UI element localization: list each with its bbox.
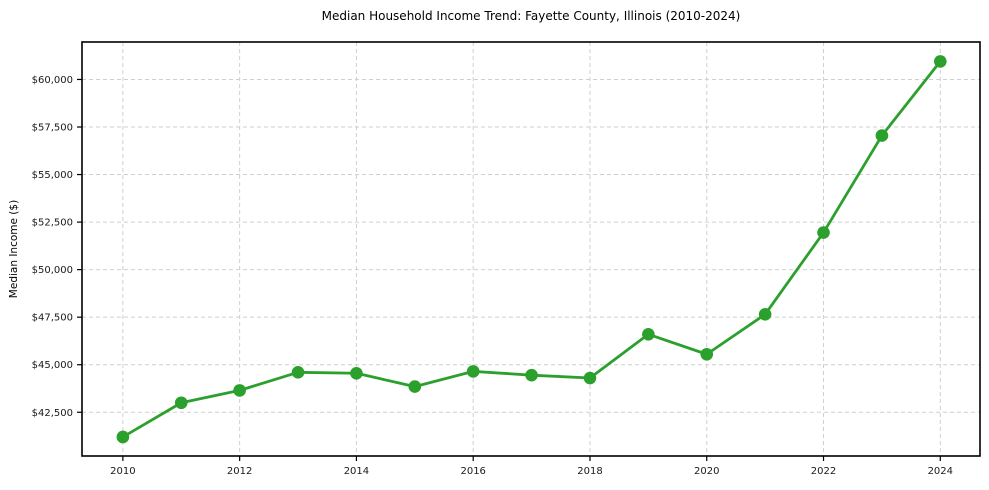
data-point xyxy=(408,380,422,393)
y-tick-label: $60,000 xyxy=(32,75,73,86)
data-point xyxy=(583,371,597,385)
x-tick-label: 2012 xyxy=(227,466,252,477)
data-point xyxy=(233,384,246,397)
x-tick-label: 2018 xyxy=(577,466,602,477)
x-tick-label: 2024 xyxy=(928,466,953,477)
x-tick-label: 2010 xyxy=(110,466,135,477)
data-point xyxy=(116,430,130,444)
x-tick-label: 2016 xyxy=(460,466,485,477)
data-point xyxy=(933,55,947,68)
chart-title: Median Household Income Trend: Fayette C… xyxy=(321,9,741,23)
data-point xyxy=(291,366,305,379)
x-tick-label: 2014 xyxy=(344,466,369,477)
data-point xyxy=(875,129,889,142)
y-tick-label: $42,500 xyxy=(32,408,73,419)
y-tick-label: $55,000 xyxy=(32,170,73,181)
x-tick-label: 2022 xyxy=(811,466,836,477)
axes-spines xyxy=(81,41,981,457)
data-point xyxy=(758,308,772,321)
y-tick-label: $47,500 xyxy=(32,313,73,324)
data-point xyxy=(350,366,363,380)
y-tick-label: $57,500 xyxy=(32,123,73,134)
data-point xyxy=(700,347,714,361)
x-tick-label: 2020 xyxy=(694,466,719,477)
y-tick-label: $52,500 xyxy=(32,218,73,229)
data-point xyxy=(466,365,480,378)
data-point xyxy=(525,368,538,382)
data-point xyxy=(642,327,655,341)
y-tick-label: $50,000 xyxy=(32,265,73,276)
data-point xyxy=(817,226,830,239)
y-tick-label: $45,000 xyxy=(32,360,73,371)
data-point xyxy=(174,396,188,410)
